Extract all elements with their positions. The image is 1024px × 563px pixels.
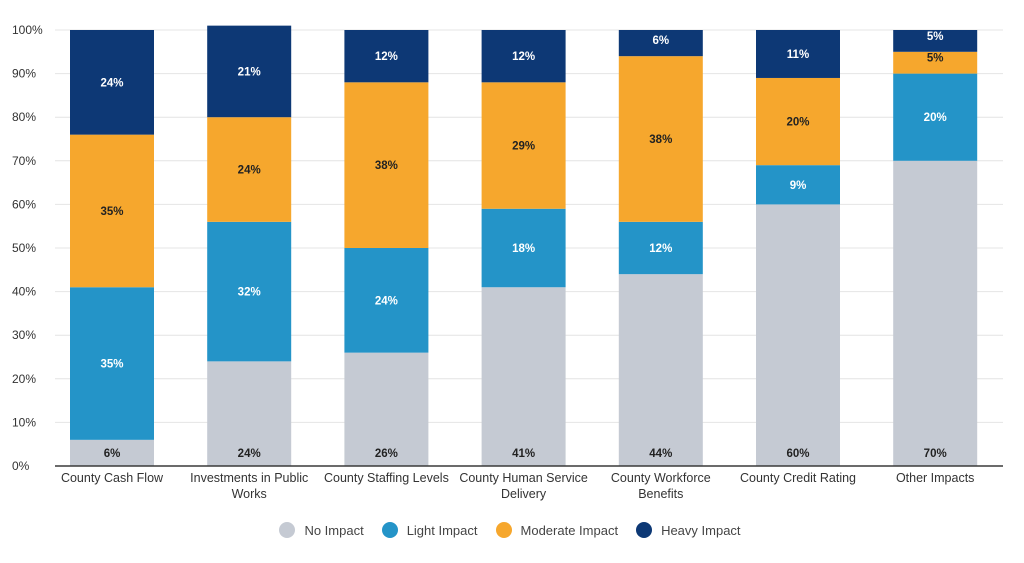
legend-item: Moderate Impact xyxy=(495,522,619,538)
legend-item: Heavy Impact xyxy=(636,522,741,538)
x-tick-label: Investments in Public xyxy=(190,471,308,485)
bar-segment xyxy=(756,204,840,466)
y-tick-label: 30% xyxy=(12,328,36,342)
bar-segment xyxy=(756,165,840,205)
x-tick-label: County Human Service xyxy=(459,471,588,485)
x-tick-label: County Credit Rating xyxy=(740,471,856,485)
x-axis: County Cash Flow Investments in Public Wor… xyxy=(55,465,1003,501)
bar-segment xyxy=(481,30,566,83)
bar-segment xyxy=(207,117,292,222)
data-label: 24% xyxy=(238,165,261,177)
bar-segment xyxy=(70,439,154,466)
bar-segment xyxy=(481,208,566,288)
legend-swatch xyxy=(636,522,653,538)
legend-label: Heavy Impact xyxy=(661,522,741,538)
data-label: 35% xyxy=(100,359,123,371)
data-label: 26% xyxy=(375,448,398,460)
y-tick-label: 20% xyxy=(12,372,36,386)
data-label: 20% xyxy=(786,117,809,129)
bar-segment xyxy=(618,274,703,466)
x-tick-label: Works xyxy=(232,487,267,501)
bar-segment xyxy=(893,160,978,467)
data-label: 60% xyxy=(786,448,809,460)
data-label: 24% xyxy=(238,448,261,460)
y-tick-label: 40% xyxy=(12,285,36,299)
bar-segment xyxy=(344,248,429,353)
legend-item: No Impact xyxy=(279,522,364,538)
x-tick-label: County Staffing Levels xyxy=(324,471,449,485)
y-axis: 0% 10% 20% 30% 40% 50% 60% 70% 80% 90% 100% xyxy=(12,23,43,473)
bars xyxy=(70,25,978,467)
data-label: 70% xyxy=(924,448,947,460)
data-labels: 6% 35% 35% 24% 24% 32% 24% 21% 26% 24% 38% 12% 41% 18… xyxy=(100,31,946,460)
bar-segment xyxy=(70,30,154,135)
y-tick-label: 80% xyxy=(12,110,36,124)
data-label: 18% xyxy=(512,243,535,255)
data-label: 5% xyxy=(927,53,944,65)
y-tick-label: 70% xyxy=(12,154,36,168)
y-tick-label: 90% xyxy=(12,67,36,81)
y-tick-label: 60% xyxy=(12,197,36,211)
bar-segment xyxy=(344,30,429,83)
data-label: 12% xyxy=(375,51,398,63)
bar-segment xyxy=(70,287,154,440)
data-label: 35% xyxy=(100,206,123,218)
data-label: 6% xyxy=(652,35,669,47)
data-label: 41% xyxy=(512,448,535,460)
legend-swatch xyxy=(279,522,296,538)
data-label: 44% xyxy=(649,448,672,460)
bar-segment xyxy=(618,221,703,275)
x-tick-label: County Cash Flow xyxy=(61,471,164,485)
data-label: 21% xyxy=(238,66,261,78)
data-label: 12% xyxy=(649,243,672,255)
y-tick-label: 10% xyxy=(12,415,36,429)
data-label: 12% xyxy=(512,51,535,63)
legend-swatch xyxy=(381,522,398,538)
x-tick-label: Benefits xyxy=(638,487,683,501)
bar-segment xyxy=(618,30,703,57)
y-tick-label: 100% xyxy=(12,23,43,37)
bar-segment xyxy=(893,51,978,74)
bar-segment xyxy=(207,361,292,466)
x-tick-label: Other Impacts xyxy=(896,471,975,485)
data-label: 29% xyxy=(512,141,535,153)
bar-segment xyxy=(207,221,292,362)
bar-segment xyxy=(756,77,840,166)
data-label: 5% xyxy=(927,31,944,43)
bar-segment xyxy=(893,30,978,52)
x-tick-label: County Workforce xyxy=(611,471,711,485)
bar-segment xyxy=(207,25,292,118)
x-tick-label: Delivery xyxy=(501,487,547,501)
y-tick-label: 0% xyxy=(12,459,30,473)
data-label: 24% xyxy=(375,295,398,307)
bar-segment xyxy=(344,82,429,248)
data-label: 20% xyxy=(924,112,947,124)
legend-label: No Impact xyxy=(304,522,364,538)
y-tick-label: 50% xyxy=(12,241,36,255)
legend-label: Light Impact xyxy=(406,522,478,538)
bar-segment xyxy=(344,352,429,466)
data-label: 24% xyxy=(100,77,123,89)
legend-label: Moderate Impact xyxy=(520,522,619,538)
data-label: 11% xyxy=(787,49,809,61)
bar-segment xyxy=(481,287,566,466)
bar-segment xyxy=(756,30,840,78)
data-label: 38% xyxy=(649,134,672,146)
bar-segment xyxy=(70,134,154,288)
bar-segment xyxy=(618,56,703,222)
data-label: 38% xyxy=(375,160,398,172)
data-label: 9% xyxy=(790,180,807,192)
legend-item: Light Impact xyxy=(381,522,478,538)
data-label: 32% xyxy=(238,287,261,299)
data-label: 6% xyxy=(104,448,121,460)
legend-swatch xyxy=(495,522,512,538)
bar-segment xyxy=(893,73,978,161)
legend: No Impact Light Impact Moderate Impact Heav… xyxy=(0,522,1024,538)
bar-segment xyxy=(481,82,566,209)
